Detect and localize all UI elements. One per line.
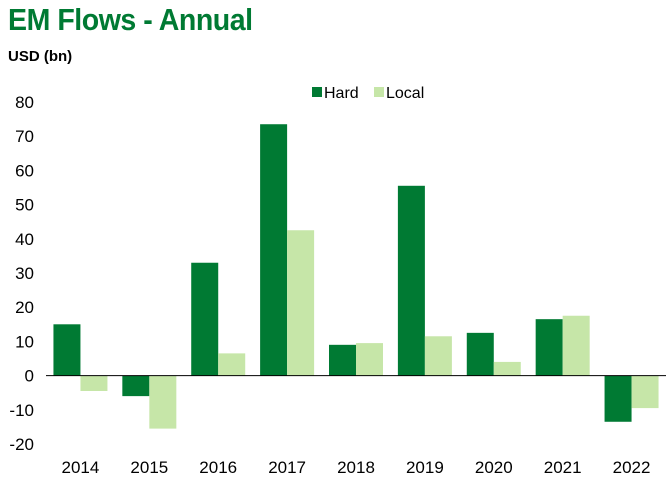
legend-swatch-hard bbox=[312, 87, 322, 97]
bar-local-2014 bbox=[80, 375, 108, 391]
bar-hard-2017 bbox=[260, 124, 288, 376]
y-axis-label: USD (bn) bbox=[8, 48, 73, 65]
bar-local-2021 bbox=[562, 315, 590, 376]
x-axis-ticks: 2014 2015 2016 2017 2018 2019 2020 2021 2022 bbox=[62, 458, 651, 477]
legend-swatch-local bbox=[374, 87, 384, 97]
legend-label-local: Local bbox=[386, 85, 424, 102]
y-tick-label: 70 bbox=[15, 127, 34, 146]
y-tick-label: 10 bbox=[15, 332, 34, 351]
legend-label-hard: Hard bbox=[324, 85, 359, 102]
bar-hard-2016 bbox=[191, 262, 219, 376]
bar-local-2017 bbox=[287, 230, 315, 376]
x-tick-label: 2020 bbox=[475, 458, 513, 477]
y-axis-ticks: -20 -10 0 10 20 30 40 50 60 70 80 bbox=[9, 93, 34, 454]
chart-title: EM Flows - Annual bbox=[8, 2, 253, 37]
y-tick-label: 20 bbox=[15, 298, 34, 317]
bar-local-2019 bbox=[424, 336, 452, 376]
legend: Hard Local bbox=[312, 85, 424, 102]
bars bbox=[53, 124, 659, 429]
y-tick-label: -20 bbox=[9, 435, 34, 454]
y-tick-label: -10 bbox=[9, 401, 34, 420]
bar-hard-2020 bbox=[466, 332, 494, 376]
x-tick-label: 2015 bbox=[130, 458, 168, 477]
x-tick-label: 2014 bbox=[62, 458, 100, 477]
bar-hard-2018 bbox=[329, 344, 356, 376]
bar-hard-2014 bbox=[53, 324, 81, 376]
bar-hard-2019 bbox=[397, 185, 425, 376]
x-tick-label: 2016 bbox=[199, 458, 237, 477]
y-tick-label: 30 bbox=[15, 264, 34, 283]
y-tick-label: 40 bbox=[15, 230, 34, 249]
x-tick-label: 2017 bbox=[268, 458, 306, 477]
bar-local-2016 bbox=[218, 353, 246, 376]
x-tick-label: 2019 bbox=[406, 458, 444, 477]
bar-hard-2022 bbox=[604, 375, 632, 422]
bar-local-2018 bbox=[356, 343, 383, 376]
y-tick-label: 50 bbox=[15, 196, 34, 215]
y-tick-label: 60 bbox=[15, 161, 34, 180]
bar-hard-2015 bbox=[122, 375, 150, 397]
bar-local-2020 bbox=[493, 361, 521, 376]
bar-hard-2021 bbox=[535, 319, 563, 376]
bar-local-2015 bbox=[149, 375, 177, 429]
y-tick-label: 0 bbox=[25, 367, 34, 386]
y-tick-label: 80 bbox=[15, 93, 34, 112]
x-tick-label: 2021 bbox=[544, 458, 582, 477]
bar-local-2022 bbox=[631, 375, 659, 409]
x-tick-label: 2018 bbox=[337, 458, 375, 477]
x-tick-label: 2022 bbox=[613, 458, 651, 477]
